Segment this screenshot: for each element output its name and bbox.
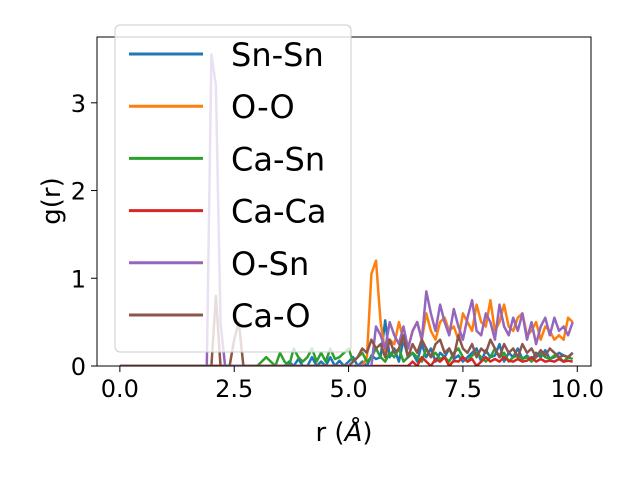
legend-label-o-sn: O-Sn [231, 245, 309, 283]
x-tick-label: 2.5 [215, 375, 253, 403]
x-axis-label: r (Å) [315, 416, 372, 448]
x-tick-label: 7.5 [444, 375, 482, 403]
x-tick-label: 10.0 [551, 375, 604, 403]
x-tick-label: 0.0 [101, 375, 139, 403]
legend-label-sn-sn: Sn-Sn [231, 36, 324, 74]
legend-label-ca-sn: Ca-Sn [231, 140, 325, 178]
x-axis: 0.0 2.5 5.0 7.5 10.0 [101, 366, 604, 403]
y-axis-label: g(r) [37, 177, 67, 224]
legend-label-ca-o: Ca-O [231, 297, 311, 335]
legend: Sn-Sn O-O Ca-Sn Ca-Ca O-Sn Ca-O [114, 24, 352, 353]
series-line-ca-ca [119, 355, 573, 366]
x-tick-label: 5.0 [329, 375, 367, 403]
series-line-o-sn [119, 53, 574, 366]
series-line-ca-o [119, 294, 574, 366]
y-tick-label: 3 [71, 90, 86, 118]
y-tick-label: 0 [71, 353, 86, 381]
y-tick-label: 1 [71, 265, 86, 293]
legend-label-ca-ca: Ca-Ca [231, 193, 326, 231]
legend-label-o-o: O-O [231, 88, 295, 126]
series-line-sn-sn [119, 319, 574, 366]
y-axis: 0 1 2 3 [71, 90, 97, 381]
y-tick-label: 2 [71, 178, 86, 206]
